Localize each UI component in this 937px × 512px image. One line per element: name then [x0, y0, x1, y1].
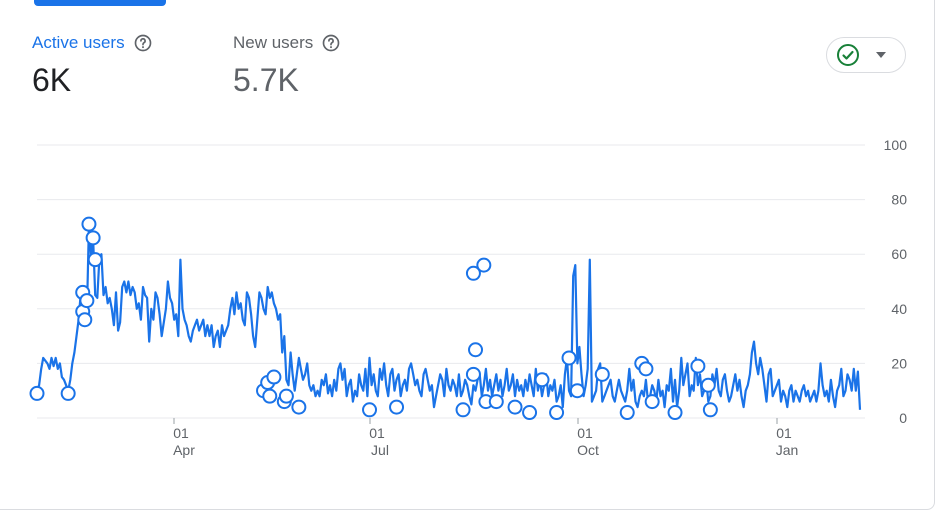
- anomaly-marker[interactable]: [79, 293, 95, 309]
- anomaly-marker[interactable]: [702, 402, 718, 418]
- x-tick-day: 01: [577, 425, 593, 441]
- anomaly-marker[interactable]: [522, 405, 538, 421]
- anomaly-marker[interactable]: [60, 385, 76, 401]
- anomaly-marker[interactable]: [389, 399, 405, 415]
- anomaly-marker[interactable]: [619, 405, 635, 421]
- caret-down-icon: [876, 52, 886, 58]
- x-tick-month: Oct: [577, 442, 599, 458]
- metric-active-users-label: Active users: [32, 33, 125, 52]
- y-tick-label: 20: [891, 355, 907, 371]
- anomaly-marker[interactable]: [488, 394, 504, 410]
- anomaly-marker[interactable]: [549, 405, 565, 421]
- y-tick-label: 0: [899, 410, 907, 426]
- anomaly-marker[interactable]: [667, 405, 683, 421]
- anomaly-marker[interactable]: [569, 383, 585, 399]
- anomaly-marker[interactable]: [77, 312, 93, 328]
- check-circle-icon: [837, 44, 859, 66]
- metric-new-users-label-row: New users: [233, 30, 341, 56]
- metric-active-users-label-row: Active users: [32, 30, 153, 56]
- y-tick-label: 100: [884, 137, 908, 153]
- anomaly-marker[interactable]: [690, 358, 706, 374]
- anomaly-marker[interactable]: [638, 361, 654, 377]
- anomaly-marker[interactable]: [455, 402, 471, 418]
- anomaly-marker[interactable]: [87, 252, 103, 268]
- y-axis-ticks: 100 80 60 40 20 0: [884, 137, 908, 426]
- anomaly-marker[interactable]: [507, 399, 523, 415]
- anomaly-marker[interactable]: [29, 385, 45, 401]
- anomaly-marker[interactable]: [81, 216, 97, 232]
- anomaly-marker[interactable]: [85, 230, 101, 246]
- x-tick-month: Jul: [371, 442, 389, 458]
- anomaly-marker[interactable]: [644, 394, 660, 410]
- help-icon[interactable]: [321, 33, 341, 53]
- anomaly-marker[interactable]: [291, 399, 307, 415]
- status-dropdown-button[interactable]: [826, 37, 906, 73]
- anomaly-marker[interactable]: [561, 350, 577, 366]
- metric-new-users-label: New users: [233, 33, 314, 52]
- anomaly-markers: [29, 216, 718, 421]
- anomaly-marker[interactable]: [468, 342, 484, 358]
- x-tick-day: 01: [776, 425, 792, 441]
- anomaly-marker[interactable]: [700, 377, 716, 393]
- anomaly-marker[interactable]: [278, 388, 294, 404]
- x-tick-month: Apr: [173, 442, 195, 458]
- metric-active-users-value: 6K: [32, 62, 72, 98]
- metric-new-users[interactable]: New users 5.7K: [233, 30, 341, 99]
- x-tick-month: Jan: [776, 442, 799, 458]
- anomaly-marker[interactable]: [266, 369, 282, 385]
- x-tick-day: 01: [173, 425, 189, 441]
- active-tab-indicator: [34, 0, 166, 6]
- x-tick-day: 01: [369, 425, 385, 441]
- chart-grid: [37, 144, 865, 419]
- help-icon[interactable]: [133, 33, 153, 53]
- anomaly-marker[interactable]: [262, 388, 278, 404]
- series-line-active-users: [35, 220, 862, 410]
- metric-new-users-value: 5.7K: [233, 62, 299, 98]
- anomaly-marker[interactable]: [465, 366, 481, 382]
- anomaly-marker[interactable]: [362, 402, 378, 418]
- anomaly-marker[interactable]: [476, 257, 492, 273]
- anomaly-marker[interactable]: [465, 265, 481, 281]
- y-tick-label: 80: [891, 192, 907, 208]
- anomaly-marker[interactable]: [534, 372, 550, 388]
- y-tick-label: 60: [891, 246, 907, 262]
- metric-active-users[interactable]: Active users 6K: [32, 30, 153, 99]
- anomaly-marker[interactable]: [594, 366, 610, 382]
- y-tick-label: 40: [891, 301, 907, 317]
